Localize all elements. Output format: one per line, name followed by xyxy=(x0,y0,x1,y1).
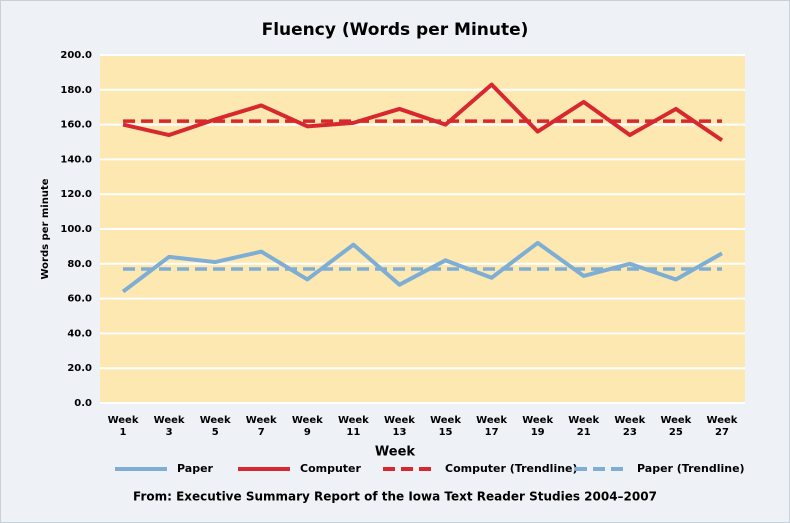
x-tick-label: Week 11 xyxy=(338,415,369,438)
x-tick-label: Week 13 xyxy=(384,415,415,438)
x-tick-label: Week 17 xyxy=(476,415,507,438)
legend-label: Paper (Trendline) xyxy=(637,462,745,475)
y-tick-label: 60.0 xyxy=(67,294,92,305)
y-tick-label: 180.0 xyxy=(60,85,92,96)
series-line xyxy=(122,82,724,142)
y-tick-label: 0.0 xyxy=(74,398,92,409)
series-line xyxy=(121,240,723,294)
y-tick-label: 40.0 xyxy=(67,328,92,339)
x-tick-label: Week 5 xyxy=(200,415,231,438)
legend-label: Computer (Trendline) xyxy=(445,462,578,475)
source-note: From: Executive Summary Report of the Io… xyxy=(133,490,657,504)
x-tick-label: Week 15 xyxy=(430,415,461,438)
y-tick-label: 80.0 xyxy=(67,259,92,270)
y-tick-label: 200.0 xyxy=(60,50,92,61)
x-axis-title: Week xyxy=(375,445,416,460)
x-tick-label: Week 23 xyxy=(614,415,645,438)
x-tick-label: Week 19 xyxy=(522,415,553,438)
y-tick-label: 160.0 xyxy=(60,120,92,131)
x-tick-label: Week 27 xyxy=(707,415,738,438)
x-tick-label: Week 9 xyxy=(292,415,323,438)
y-tick-label: 20.0 xyxy=(67,363,92,374)
y-axis-title: Words per minute xyxy=(40,178,51,279)
x-tick-label: Week 21 xyxy=(568,415,599,438)
x-tick-label: Week 25 xyxy=(660,415,691,438)
chart-title: Fluency (Words per Minute) xyxy=(262,20,529,40)
y-tick-label: 100.0 xyxy=(60,224,92,235)
y-tick-label: 120.0 xyxy=(60,189,92,200)
legend-label: Paper xyxy=(177,462,214,475)
y-tick-label: 140.0 xyxy=(60,154,92,165)
x-tick-label: Week 3 xyxy=(154,415,185,438)
x-tick-label: Week 1 xyxy=(108,415,139,438)
x-tick-label: Week 7 xyxy=(246,415,277,438)
legend-label: Computer xyxy=(300,462,362,475)
